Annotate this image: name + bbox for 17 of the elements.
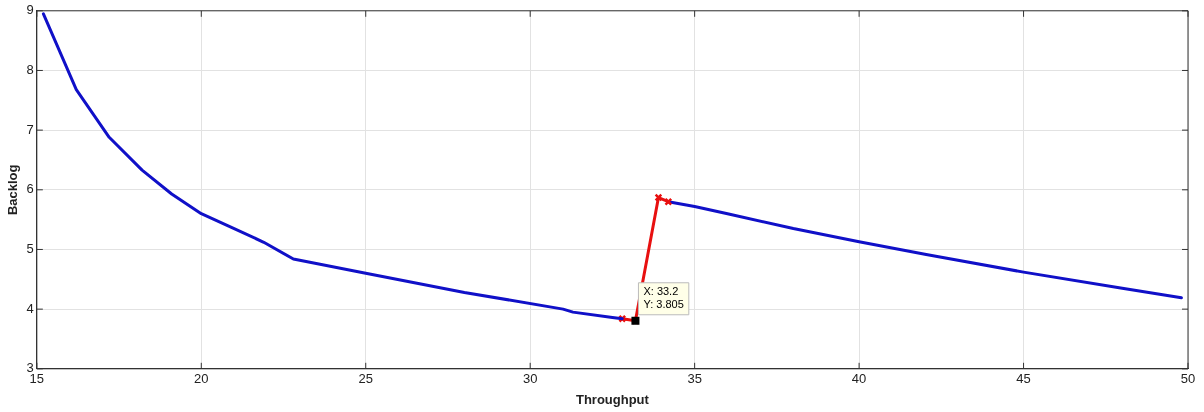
y-tick-label: 4 [26,300,34,316]
y-tick-label: 8 [26,62,34,78]
x-tick-label: 25 [358,371,373,387]
y-tick-label: 5 [26,241,34,257]
x-tick-label: 15 [29,371,45,387]
x-tick-label: 20 [194,371,209,387]
x-tick-label: 45 [1016,371,1031,387]
x-tick-label: 40 [851,371,867,387]
y-tick-label: 9 [26,2,34,18]
x-tick-label: 35 [687,371,702,387]
y-axis-title: Backlog [5,164,21,216]
annotation: X: 33.2 Y: 3.805 [643,285,684,311]
x-tick-label: 30 [522,371,538,387]
x-axis-title: Throughput [575,391,650,407]
y-tick-label: 6 [26,181,34,197]
x-tick-label: 50 [1180,371,1196,387]
y-tick-label: 7 [26,121,34,137]
